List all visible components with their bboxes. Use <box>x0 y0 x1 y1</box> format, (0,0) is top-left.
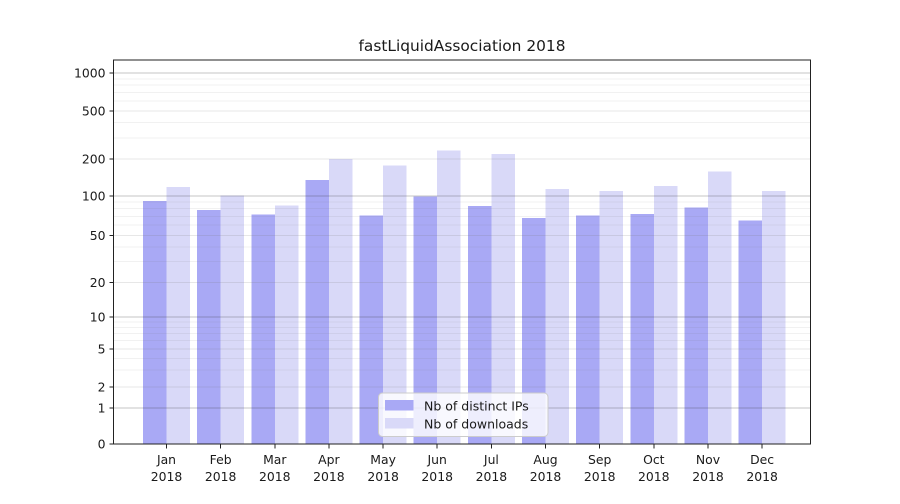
x-tick-label-jul: Jul <box>483 452 499 467</box>
x-tick-label-apr: Apr <box>318 452 340 467</box>
bar-downloads-aug <box>545 189 569 444</box>
bar-downloads-feb <box>220 195 245 444</box>
x-tick-label-oct: Oct <box>643 452 665 467</box>
x-tick-label-jan: Jan <box>156 452 176 467</box>
legend-box <box>378 392 549 437</box>
y-tick-label-10: 10 <box>90 309 106 324</box>
x-tick-label-dec: Dec <box>750 452 774 467</box>
legend-swatch-distinct-ips <box>385 400 414 411</box>
bar-downloads-mar <box>274 205 299 444</box>
bar-distinct-ips-jun <box>413 196 438 444</box>
bar-downloads-jul <box>491 153 515 445</box>
y-tick-label-0: 0 <box>98 436 106 451</box>
y-tick-label-5: 5 <box>98 341 106 356</box>
x-tick-label-year-jun: 2018 <box>421 469 453 484</box>
bar-downloads-jan <box>166 187 190 444</box>
bar-distinct-ips-aug <box>522 218 546 444</box>
bar-distinct-ips-feb <box>197 210 221 444</box>
bar-distinct-ips-sep <box>576 215 600 444</box>
bar-downloads-oct <box>653 185 678 445</box>
bar-distinct-ips-dec <box>738 220 763 444</box>
x-tick-label-year-apr: 2018 <box>313 469 345 484</box>
bar-distinct-ips-nov <box>684 207 708 444</box>
x-tick-label-nov: Nov <box>696 452 720 467</box>
x-tick-label-year-jan: 2018 <box>151 469 183 484</box>
tick-labels-layer: 0 1 2 5 10 20 50 100 200 500 1000 Jan 2018 Feb 2018 Mar… <box>74 65 778 484</box>
y-tick-label-100: 100 <box>82 188 106 203</box>
x-tick-label-year-may: 2018 <box>367 469 399 484</box>
x-tick-label-year-oct: 2018 <box>638 469 670 484</box>
y-tick-label-1: 1 <box>98 400 106 415</box>
y-tick-label-500: 500 <box>82 103 106 118</box>
bar-distinct-ips-apr <box>305 180 329 444</box>
x-tick-label-feb: Feb <box>210 452 232 467</box>
plot-border <box>113 59 811 445</box>
y-tick-label-2: 2 <box>98 379 106 394</box>
y-tick-label-50: 50 <box>90 228 106 243</box>
x-tick-label-may: May <box>370 452 396 467</box>
x-tick-label-aug: Aug <box>533 452 557 467</box>
bar-distinct-ips-jul <box>467 205 492 444</box>
ticks-layer <box>109 72 763 449</box>
x-tick-label-sep: Sep <box>588 452 611 467</box>
bar-downloads-apr <box>328 159 353 444</box>
chart-title: fastLiquidAssociation 2018 <box>358 37 565 55</box>
bar-downloads-jun <box>437 150 461 444</box>
x-tick-label-year-jul: 2018 <box>476 469 508 484</box>
bar-downloads-may <box>383 165 407 444</box>
y-tick-label-200: 200 <box>82 151 106 166</box>
x-tick-label-jun: Jun <box>427 452 447 467</box>
x-tick-label-year-dec: 2018 <box>746 469 778 484</box>
bars-layer <box>143 150 786 445</box>
x-tick-label-mar: Mar <box>263 452 287 467</box>
legend: Nb of distinct IPs Nb of downloads <box>378 392 549 437</box>
x-tick-label-year-mar: 2018 <box>259 469 291 484</box>
y-tick-label-20: 20 <box>90 275 106 290</box>
bar-downloads-nov <box>708 171 732 444</box>
x-tick-label-year-nov: 2018 <box>692 469 724 484</box>
legend-label-distinct-ips: Nb of distinct IPs <box>424 399 529 414</box>
plot-frame <box>113 59 811 445</box>
legend-label-downloads: Nb of downloads <box>424 417 528 432</box>
bar-distinct-ips-may <box>359 215 384 444</box>
bar-downloads-dec <box>762 190 786 444</box>
bar-distinct-ips-oct <box>630 213 654 444</box>
x-tick-label-year-sep: 2018 <box>584 469 616 484</box>
legend-swatch-downloads <box>385 418 414 429</box>
y-tick-label-1000: 1000 <box>74 65 106 80</box>
bar-distinct-ips-mar <box>251 214 275 444</box>
x-tick-label-year-feb: 2018 <box>205 469 237 484</box>
x-tick-label-year-aug: 2018 <box>530 469 562 484</box>
bar-downloads-sep <box>599 190 624 444</box>
gridlines-layer <box>113 72 811 409</box>
bar-distinct-ips-jan <box>143 200 167 444</box>
